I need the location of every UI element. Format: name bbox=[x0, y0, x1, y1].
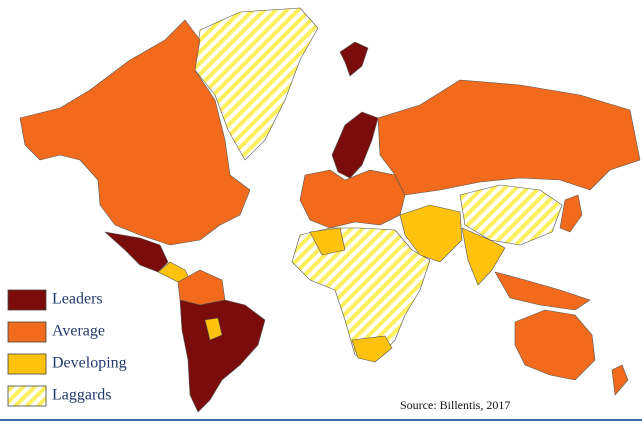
mexico bbox=[104, 231, 169, 273]
new-zealand bbox=[611, 364, 629, 396]
legend-swatch bbox=[7, 385, 47, 407]
legend-swatch bbox=[7, 289, 47, 311]
australia bbox=[514, 309, 596, 381]
legend-label: Leaders bbox=[52, 291, 103, 308]
japan bbox=[559, 194, 583, 233]
middle-east bbox=[399, 204, 463, 263]
legend-label: Laggards bbox=[52, 387, 112, 404]
legend-label: Average bbox=[52, 323, 105, 340]
legend: Leaders Average Developing Laggards bbox=[2, 283, 162, 408]
south-america bbox=[179, 299, 266, 413]
africa bbox=[291, 227, 431, 363]
iceland bbox=[339, 41, 369, 77]
source-note: Source: Billentis, 2017 bbox=[400, 398, 510, 412]
scandinavia bbox=[331, 111, 379, 179]
bolivia bbox=[204, 317, 223, 341]
europe bbox=[299, 169, 406, 229]
southeast-asia bbox=[494, 271, 591, 311]
russia bbox=[377, 79, 641, 196]
legend-label: Developing bbox=[52, 355, 127, 372]
map-regions bbox=[19, 7, 641, 413]
north-africa bbox=[309, 227, 346, 256]
china bbox=[459, 184, 563, 246]
india bbox=[461, 227, 506, 286]
south-africa bbox=[351, 335, 393, 363]
legend-swatch bbox=[7, 321, 47, 343]
central-america bbox=[157, 261, 191, 283]
north-america bbox=[19, 19, 251, 246]
legend-swatch bbox=[7, 353, 47, 375]
greenland bbox=[194, 7, 319, 161]
